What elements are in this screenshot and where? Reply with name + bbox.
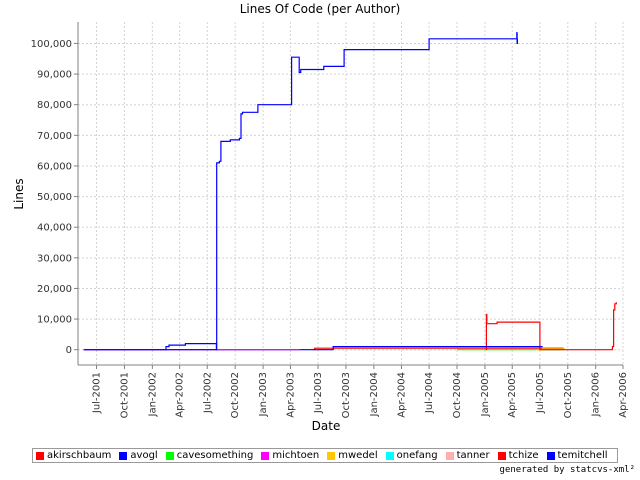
legend-swatch <box>119 451 128 460</box>
legend-item-tchize: tchize <box>497 450 539 461</box>
x-tick-label: Jul-2005 <box>535 372 546 414</box>
legend-swatch <box>327 451 336 460</box>
grid-lines <box>78 22 624 365</box>
legend-item-tanner: tanner <box>445 450 490 461</box>
legend-item-mwedel: mwedel <box>327 450 378 461</box>
series-line-tchize <box>485 302 617 351</box>
y-tick-label: 20,000 <box>37 284 72 295</box>
legend-label: akirschbaum <box>47 450 112 461</box>
legend-item-onefang: onefang <box>385 450 438 461</box>
y-tick-label: 100,000 <box>31 39 72 50</box>
y-tick-label: 90,000 <box>37 70 72 81</box>
legend-swatch <box>165 451 174 460</box>
x-tick-label: Oct-2002 <box>230 372 241 418</box>
x-tick-label: Jan-2002 <box>147 372 158 417</box>
x-tick-label: Jul-2003 <box>313 372 324 414</box>
y-tick-label: 0 <box>66 345 72 356</box>
x-tick-label: Jul-2002 <box>202 372 213 414</box>
plot-area <box>78 22 623 365</box>
legend-swatch <box>36 451 44 460</box>
legend-label: avogl <box>130 450 158 461</box>
axes <box>77 22 623 366</box>
x-tick-label: Jul-2001 <box>92 372 103 414</box>
legend-label: cavesomething <box>176 450 254 461</box>
legend-item-michtoen: michtoen <box>261 450 319 461</box>
legend: akirschbaum avogl cavesomething michtoen mwe… <box>32 448 618 463</box>
series-line-unnamed <box>299 346 543 351</box>
series-line-temitchell <box>83 32 518 351</box>
x-tick-label: Jul-2004 <box>424 372 435 414</box>
y-axis-ticks: 0 10,000 20,000 30,000 40,000 50,000 60,000 70,… <box>31 39 78 356</box>
x-tick-label: Apr-2002 <box>175 372 186 418</box>
legend-item-akirschbaum: akirschbaum <box>36 450 111 461</box>
legend-swatch <box>546 451 555 460</box>
legend-label: michtoen <box>272 450 320 461</box>
legend-swatch <box>445 451 454 460</box>
y-axis-title: Lines <box>12 178 26 209</box>
x-tick-label: Oct-2004 <box>452 372 463 418</box>
y-tick-label: 10,000 <box>37 315 72 326</box>
x-tick-label: Apr-2005 <box>507 372 518 418</box>
legend-item-temitchell: temitchell <box>546 450 608 461</box>
legend-label: tanner <box>456 450 490 461</box>
legend-item-avogl: avogl <box>119 450 158 461</box>
x-tick-label: Oct-2003 <box>341 372 352 418</box>
y-tick-label: 80,000 <box>37 100 72 111</box>
x-tick-label: Jan-2004 <box>369 372 380 417</box>
legend-label: temitchell <box>557 450 608 461</box>
chart-title: Lines Of Code (per Author) <box>240 2 401 16</box>
x-tick-label: Apr-2004 <box>396 372 407 418</box>
y-tick-label: 60,000 <box>37 161 72 172</box>
series-lines <box>83 32 617 351</box>
legend-label: mwedel <box>338 450 378 461</box>
x-tick-label: Jan-2006 <box>591 372 602 417</box>
y-tick-label: 70,000 <box>37 131 72 142</box>
y-tick-label: 40,000 <box>37 223 72 234</box>
x-tick-label: Apr-2003 <box>285 372 296 418</box>
x-tick-label: Apr-2006 <box>618 372 629 418</box>
x-axis-title: Date <box>312 419 341 433</box>
x-tick-label: Jan-2005 <box>480 372 491 417</box>
x-tick-label: Jan-2003 <box>258 372 269 417</box>
legend-swatch <box>261 451 270 460</box>
y-tick-label: 30,000 <box>37 253 72 264</box>
y-tick-label: 50,000 <box>37 192 72 203</box>
x-axis-ticks: Jul-2001 Oct-2001 Jan-2002 Apr-2002 Jul-2002… <box>92 365 629 418</box>
x-tick-label: Oct-2001 <box>119 372 130 418</box>
legend-item-cavesomething: cavesomething <box>165 450 254 461</box>
legend-label: tchize <box>508 450 539 461</box>
x-tick-label: Oct-2005 <box>563 372 574 418</box>
legend-swatch <box>497 451 506 460</box>
footer-credit: generated by statcvs-xml² <box>499 465 635 475</box>
legend-label: onefang <box>396 450 438 461</box>
legend-swatch <box>385 451 394 460</box>
